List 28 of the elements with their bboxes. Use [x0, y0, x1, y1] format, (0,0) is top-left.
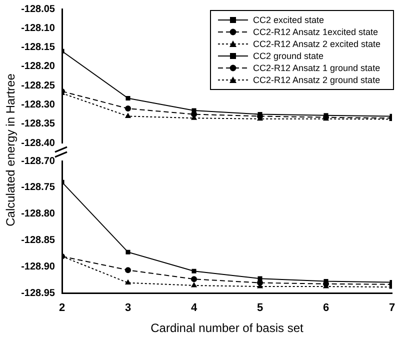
y-tick-label: -128.10	[21, 22, 56, 34]
x-tick-label: 4	[190, 302, 198, 314]
legend-label: CC2-R12 Ansatz 2 excited state	[253, 38, 381, 50]
y-tick-label: -128.20	[21, 61, 56, 72]
legend-label: CC2 excited state	[253, 14, 324, 26]
legend-label: CC2-R12 Ansatz 2 ground state	[253, 74, 380, 86]
y-tick-label: -128.25	[21, 80, 56, 92]
legend-label: CC2 ground state	[253, 50, 324, 62]
y-tick-label: -128.95	[21, 288, 56, 300]
x-axis-title: Cardinal number of basis set	[150, 321, 304, 336]
y-tick-label: -128.80	[21, 208, 56, 220]
x-tick-label: 2	[58, 302, 66, 314]
x-tick-label: 3	[124, 302, 132, 314]
y-tick-label: -128.75	[21, 182, 56, 194]
y-tick-label: -128.85	[21, 235, 56, 246]
y-tick-label: -128.35	[21, 118, 56, 130]
x-tick-label: 6	[322, 302, 330, 314]
y-tick-label: -128.05	[21, 4, 56, 15]
x-tick-label: 5	[256, 302, 264, 314]
y-tick-label: -128.40	[21, 138, 56, 149]
legend-label: CC2-R12 Ansatz 1 ground state	[253, 62, 380, 74]
x-tick-label: 7	[388, 302, 396, 314]
y-tick-label: -128.15	[21, 42, 56, 54]
y-tick-label: -128.70	[21, 156, 56, 167]
y-axis-title: Calculated energy in Hartree	[3, 74, 17, 226]
legend-label: CC2-R12 Ansatz 1excited state	[253, 26, 378, 38]
y-tick-label: -128.30	[21, 99, 56, 110]
y-tick-label: -128.90	[21, 262, 56, 273]
